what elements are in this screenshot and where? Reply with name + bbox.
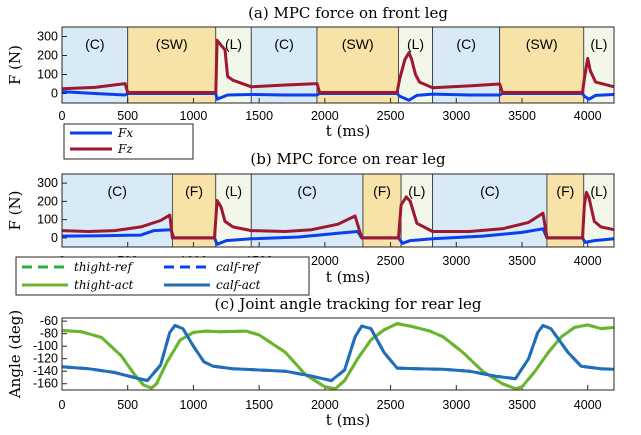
x-tick-label: 1000 <box>180 398 208 412</box>
x-tick-label: 2000 <box>311 254 339 268</box>
series-line-thight-act <box>62 322 614 390</box>
x-tick-label: 3000 <box>442 254 470 268</box>
phase-label: (F) <box>373 183 391 199</box>
phase-label: (L) <box>590 183 607 199</box>
phase-label: (L) <box>225 183 242 199</box>
plot-frame <box>61 173 615 248</box>
y-tick-label: -100 <box>33 339 58 353</box>
y-tick-label: 100 <box>37 213 58 227</box>
y-tick-label: 0 <box>51 231 58 245</box>
legend-label: thight-act <box>74 278 134 292</box>
phase-label: (C) <box>274 36 293 52</box>
phase-region <box>171 173 217 248</box>
x-tick-label: 3500 <box>508 398 536 412</box>
legend-label: Fz <box>117 142 133 156</box>
x-tick-label: 2500 <box>377 109 405 123</box>
x-tick-label: 500 <box>117 398 138 412</box>
y-axis-label: F (N) <box>6 45 24 85</box>
x-tick-label: 1000 <box>180 109 208 123</box>
legend-box <box>15 256 310 296</box>
legend-label: calf-ref <box>216 260 262 274</box>
chart-title: (c) Joint angle tracking for rear leg <box>214 295 481 313</box>
x-tick-label: 4000 <box>574 254 602 268</box>
phase-label: (L) <box>408 183 425 199</box>
phase-region <box>61 26 129 104</box>
x-tick-label: 1500 <box>245 398 273 412</box>
phase-region <box>398 26 434 104</box>
y-tick-label: 200 <box>37 194 58 208</box>
x-tick-label: 0 <box>59 109 66 123</box>
phase-region <box>362 173 402 248</box>
x-tick-label: 2000 <box>311 398 339 412</box>
x-tick-label: 2000 <box>311 109 339 123</box>
y-tick-label: 300 <box>37 176 58 190</box>
x-tick-label: 3500 <box>508 109 536 123</box>
x-axis-label: t (ms) <box>326 411 370 429</box>
x-tick-label: 1500 <box>245 109 273 123</box>
phase-label: (F) <box>185 183 203 199</box>
phase-label: (C) <box>480 183 499 199</box>
x-tick-label: 2500 <box>377 254 405 268</box>
series-line-Fz <box>62 38 614 94</box>
phase-label: (C) <box>456 36 475 52</box>
x-tick-label: 2500 <box>377 398 405 412</box>
phase-region <box>250 26 318 104</box>
phase-label: (L) <box>407 36 424 52</box>
phase-region <box>316 26 399 104</box>
y-tick-label: -160 <box>33 377 58 391</box>
series-line-calf-act <box>62 324 614 383</box>
x-tick-label: 0 <box>59 398 66 412</box>
panel-c-joint-angle: (c) Joint angle tracking for rear leg -60… <box>6 295 615 429</box>
series-line-Fz <box>62 190 614 240</box>
legend-joint-angle: thight-ref calf-ref thight-act calf-act <box>15 256 310 296</box>
x-tick-label: 500 <box>117 109 138 123</box>
x-tick-label: 3500 <box>508 254 536 268</box>
plot-frame <box>61 317 615 391</box>
phase-region <box>400 173 434 248</box>
y-tick-label: 200 <box>37 49 58 63</box>
phase-label: (C) <box>107 183 126 199</box>
phase-region <box>127 26 217 104</box>
phase-label: (F) <box>556 183 574 199</box>
y-tick-label: -140 <box>33 364 58 378</box>
phase-label: (SW) <box>342 36 374 52</box>
y-tick-label: -120 <box>33 352 58 366</box>
y-axis-label: F (N) <box>6 190 24 230</box>
chart-title: (b) MPC force on rear leg <box>250 150 446 168</box>
phase-label: (C) <box>85 36 104 52</box>
plot-frame <box>61 26 615 104</box>
y-tick-label: 300 <box>37 30 58 44</box>
x-axis-label: t (ms) <box>326 268 370 286</box>
y-axis-label: Angle (deg) <box>6 310 24 399</box>
phase-label: (C) <box>297 183 316 199</box>
phase-label: (SW) <box>156 36 188 52</box>
x-tick-label: 4000 <box>574 109 602 123</box>
phase-label: (L) <box>225 36 242 52</box>
x-axis-label: t (ms) <box>326 122 370 140</box>
phase-region <box>499 26 585 104</box>
legend-force: Fx Fz <box>63 123 194 160</box>
x-tick-label: 4000 <box>574 398 602 412</box>
y-tick-label: 0 <box>51 87 58 101</box>
legend-box <box>63 123 194 160</box>
phase-label: (L) <box>590 36 607 52</box>
phase-label: (SW) <box>526 36 558 52</box>
legend-label: calf-act <box>216 278 261 292</box>
x-tick-label: 3000 <box>442 109 470 123</box>
panel-a-front-leg-force: (a) MPC force on front leg (C) (SW) (L) (C) (… <box>6 4 615 140</box>
y-tick-label: -80 <box>40 327 58 341</box>
y-tick-label: 100 <box>37 68 58 82</box>
y-tick-label: -60 <box>40 314 58 328</box>
x-tick-label: 3000 <box>442 398 470 412</box>
chart-title: (a) MPC force on front leg <box>248 4 448 22</box>
legend-label: Fx <box>117 126 133 140</box>
legend-label: thight-ref <box>74 260 135 274</box>
